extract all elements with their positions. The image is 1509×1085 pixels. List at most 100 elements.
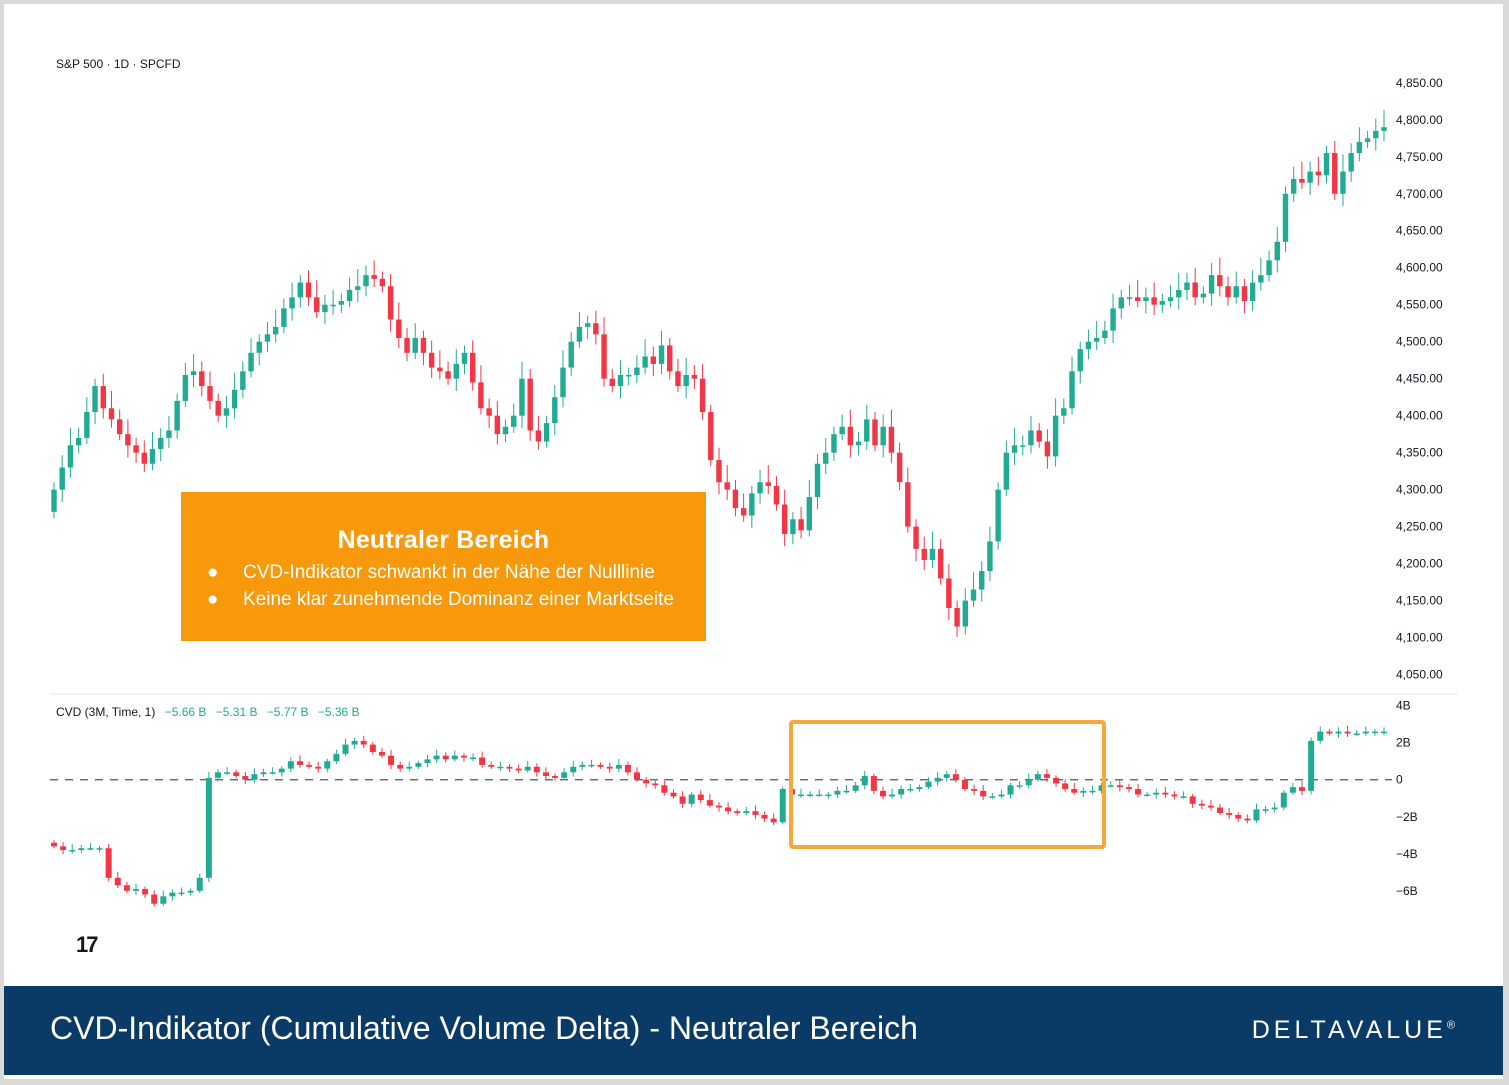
candle-body [1317,731,1324,741]
candle-body [743,811,750,814]
candle-body [524,766,531,771]
candle-body [568,341,574,368]
candle-body [240,371,246,390]
candle-body [69,850,76,852]
candle-body [388,755,395,765]
candle-body [1340,171,1346,194]
candle-body [272,326,279,335]
candle-body [879,790,886,797]
candle-body [1093,338,1100,342]
candle-body [617,375,624,387]
candle-body [658,345,665,364]
candle-body [141,452,148,464]
candle-body [1036,430,1042,442]
candle-body [1262,809,1269,811]
neutral-zone-callout: Neutraler Bereich ● CVD-Indikator schwank… [181,492,706,641]
candle-body [78,848,85,851]
cvd-indicator-name: CVD (3M, Time, 1) [56,705,156,719]
candle-body [1226,813,1233,815]
price-axis-tick: 4,850.00 [1396,76,1443,90]
candle-body [806,497,813,531]
candle-body [740,508,747,516]
candle-body [896,452,903,483]
candle-body [92,386,98,412]
candle-body [834,790,841,795]
candle-body [642,356,648,368]
candle-body [929,548,936,560]
callout-bullets: ● CVD-Indikator schwankt in der Nähe der … [207,559,674,613]
candle-body [970,589,977,601]
candle-body [998,794,1005,797]
candle-body [732,489,739,509]
candle-body [715,805,723,808]
candle-body [576,326,583,342]
cvd-axis-tick: −4B [1396,847,1418,861]
bullet-icon: ● [207,589,219,610]
candle-body [437,367,443,372]
candle-body [322,304,328,313]
candle-body [397,764,404,769]
candle-body [839,426,845,435]
candle-body [1198,803,1205,806]
candle-body [404,338,410,353]
candle-body [670,792,677,797]
candle-body [946,578,952,609]
candle-body [223,408,230,416]
candle-body [289,297,295,309]
candle-body [916,787,923,789]
candle-body [1080,790,1087,793]
candle-body [1126,297,1133,299]
candle-body [816,794,823,797]
candle-body [1315,171,1322,176]
callout-bullet-text: CVD-Indikator schwankt in der Nähe der N… [243,562,655,583]
candle-body [50,842,58,847]
candle-body [338,301,345,305]
tradingview-logo-icon[interactable]: 17 [76,932,99,957]
candle-body [584,323,591,327]
candle-body [297,282,304,298]
callout-title: Neutraler Bereich [337,526,550,554]
candle-body [725,807,732,812]
candle-body [706,800,713,806]
candle-body [913,526,919,549]
candle-body [469,352,476,383]
candle-body [346,289,353,302]
candle-body [609,378,615,387]
candle-body [360,740,367,745]
candle-body [479,757,486,765]
candle-body [661,785,668,793]
candle-body [1116,785,1123,788]
candle-body [1176,289,1182,298]
candle-body [190,371,197,375]
candle-body [1071,788,1078,793]
candle-body [363,275,369,287]
candle-body [497,766,504,769]
price-axis-tick: 4,150.00 [1396,594,1443,608]
candle-body [1299,787,1306,791]
candle-body [488,764,495,767]
candle-body [752,811,759,815]
price-axis-tick: 4,800.00 [1396,113,1443,127]
candle-body [675,371,681,387]
candle-body [442,755,449,760]
candle-body [1069,371,1075,409]
candle-body [207,386,213,401]
candle-body [355,286,361,290]
footer-banner: CVD-Indikator (Cumulative Volume Delta) … [4,986,1503,1075]
candle-body [971,788,978,791]
cvd-value-high: −5.31 B [215,705,258,719]
candle-body [597,764,604,767]
candle-body [889,794,896,797]
candle-body [888,426,895,453]
candle-body [535,430,542,442]
candle-body [306,764,313,767]
candle-body [1151,297,1157,305]
candle-body [790,519,796,535]
candle-body [1134,297,1141,302]
price-axis-tick: 4,100.00 [1396,631,1443,645]
brand-logo: DELTAVALUE® [1252,1016,1455,1045]
candle-body [980,790,987,797]
candle-body [716,460,722,483]
candle-body [864,419,870,442]
candle-body [1062,783,1069,789]
